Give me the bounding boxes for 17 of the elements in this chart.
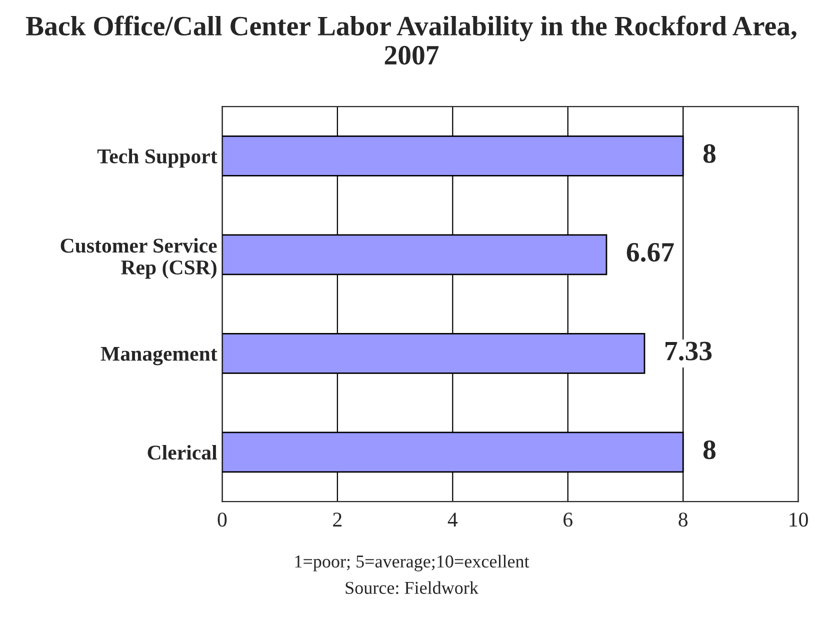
x-tick-label: 4 <box>448 512 458 526</box>
data-label: 6.67 <box>626 243 674 262</box>
y-tick-label: Management <box>100 346 218 366</box>
source-note: Source: Fieldwork <box>346 581 478 594</box>
x-tick-label: 2 <box>333 512 342 526</box>
data-label: 8 <box>703 144 716 163</box>
data-label: 7.33 <box>666 342 712 361</box>
y-tick-label: Tech Support <box>97 148 218 168</box>
chart-title: Back Office/Call Center Labor Availability in the Rockford Area, 2007 <box>26 16 796 65</box>
y-tick-label: Clerical <box>148 444 217 460</box>
x-tick-label: 6 <box>564 512 572 527</box>
y-tick-label: Customer Service Rep (CSR) <box>60 238 217 279</box>
x-tick-label: 8 <box>678 512 688 527</box>
x-tick-label: 0 <box>218 512 227 527</box>
text: 1=poor; 5=average;10=excellent <box>295 554 530 572</box>
x-tick-label: 10 <box>790 512 808 527</box>
data-label: 8 <box>703 440 716 460</box>
